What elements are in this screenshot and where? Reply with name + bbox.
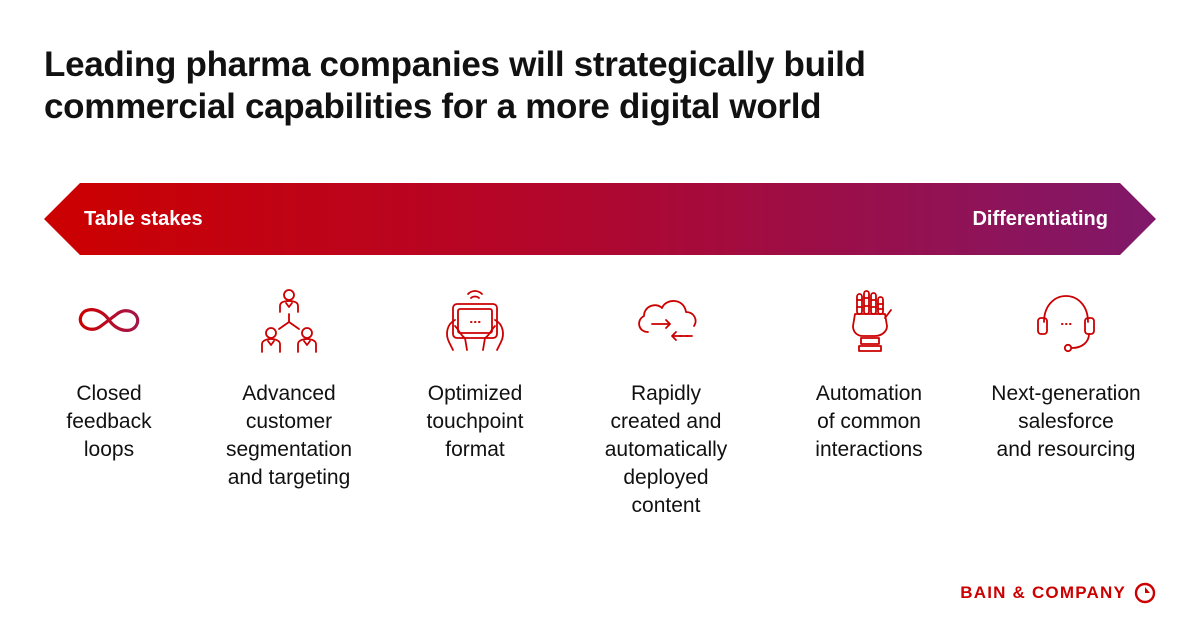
capability-advanced-segmentation: Advanced customer segmentation and targe… bbox=[194, 280, 384, 492]
page-title: Leading pharma companies will strategica… bbox=[44, 44, 1044, 128]
label-line: of common bbox=[817, 410, 921, 433]
infinity-icon bbox=[69, 280, 149, 360]
label-line: automatically bbox=[604, 438, 728, 461]
label-line: touchpoint bbox=[426, 410, 524, 433]
capability-label: Next-generation salesforce and resourcin… bbox=[971, 380, 1161, 464]
capability-label: Automation of common interactions bbox=[774, 380, 964, 464]
compass-logo-icon bbox=[1134, 582, 1156, 604]
label-line: format bbox=[445, 438, 505, 461]
label-line: Automation bbox=[815, 382, 923, 405]
arrow-label-table-stakes: Table stakes bbox=[84, 208, 203, 230]
capability-optimized-touchpoint: Optimized touchpoint format bbox=[380, 280, 570, 464]
title-line-2: commercial capabilities for a more digit… bbox=[44, 87, 822, 126]
spectrum-arrow bbox=[44, 183, 1156, 255]
label-line: feedback bbox=[66, 410, 152, 433]
label-line: deployed bbox=[623, 466, 709, 489]
arrow-label-differentiating: Differentiating bbox=[972, 208, 1108, 230]
label-line: and targeting bbox=[227, 466, 351, 489]
label-line: Next-generation bbox=[991, 382, 1141, 405]
label-line: salesforce bbox=[1018, 410, 1114, 433]
tablet-hands-icon bbox=[435, 280, 515, 360]
capability-closed-feedback-loops: Closed feedback loops bbox=[14, 280, 204, 464]
label-line: interactions bbox=[815, 438, 923, 461]
label-line: customer bbox=[245, 410, 333, 433]
title-line-1: Leading pharma companies will strategica… bbox=[44, 45, 866, 84]
capability-rapid-content: Rapidly created and automatically deploy… bbox=[571, 280, 761, 520]
cloud-sync-icon bbox=[626, 280, 706, 360]
label-line: Optimized bbox=[427, 382, 523, 405]
brand-name: BAIN & COMPANY bbox=[960, 583, 1126, 602]
label-line: and resourcing bbox=[996, 438, 1136, 461]
label-line: loops bbox=[83, 438, 135, 461]
label-line: Advanced bbox=[242, 382, 336, 405]
org-chart-icon bbox=[249, 280, 329, 360]
robot-hand-icon bbox=[829, 280, 909, 360]
brand-logo: BAIN & COMPANY bbox=[960, 580, 1156, 606]
capability-label: Closed feedback loops bbox=[14, 380, 204, 464]
capability-automation: Automation of common interactions bbox=[774, 280, 964, 464]
capability-label: Rapidly created and automatically deploy… bbox=[571, 380, 761, 520]
label-line: Closed bbox=[76, 382, 142, 405]
capability-label: Optimized touchpoint format bbox=[380, 380, 570, 464]
label-line: created and bbox=[610, 410, 722, 433]
label-line: Rapidly bbox=[630, 382, 702, 405]
capability-next-gen-salesforce: Next-generation salesforce and resourcin… bbox=[971, 280, 1161, 464]
label-line: content bbox=[631, 494, 701, 517]
label-line: segmentation bbox=[225, 438, 353, 461]
capability-label: Advanced customer segmentation and targe… bbox=[194, 380, 384, 492]
headset-icon bbox=[1026, 280, 1106, 360]
